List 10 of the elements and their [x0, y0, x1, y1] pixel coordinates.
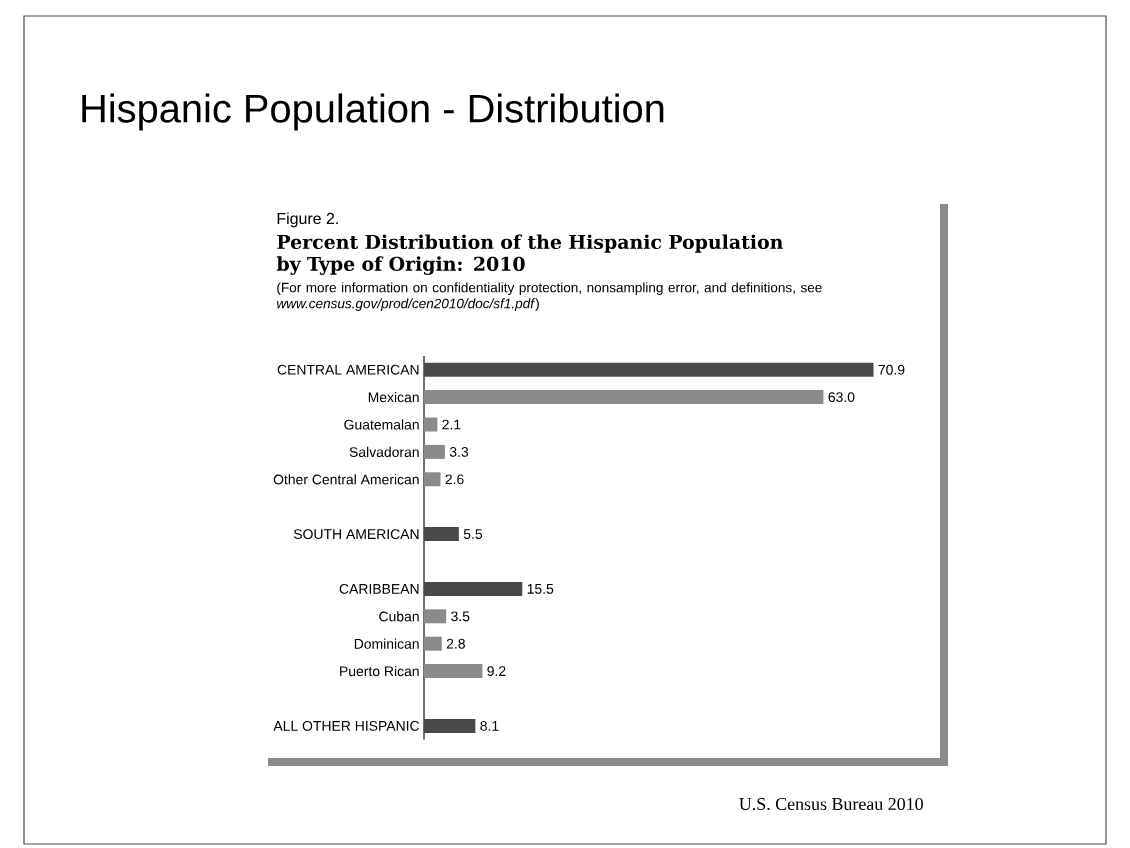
bar — [424, 472, 441, 487]
chart-title: Hispanic Population - Distribution — [82, 93, 664, 131]
text: U.S. Census Bureau 2010 — [739, 797, 923, 811]
chart-subtitle: Percent Distribution of the Hispanic Population by Type of Origin: 2010 — [276, 234, 783, 275]
bar — [424, 390, 824, 405]
bar — [424, 664, 483, 679]
bar — [424, 609, 447, 624]
bar — [424, 444, 445, 459]
bar — [424, 636, 442, 651]
bar — [424, 417, 438, 432]
